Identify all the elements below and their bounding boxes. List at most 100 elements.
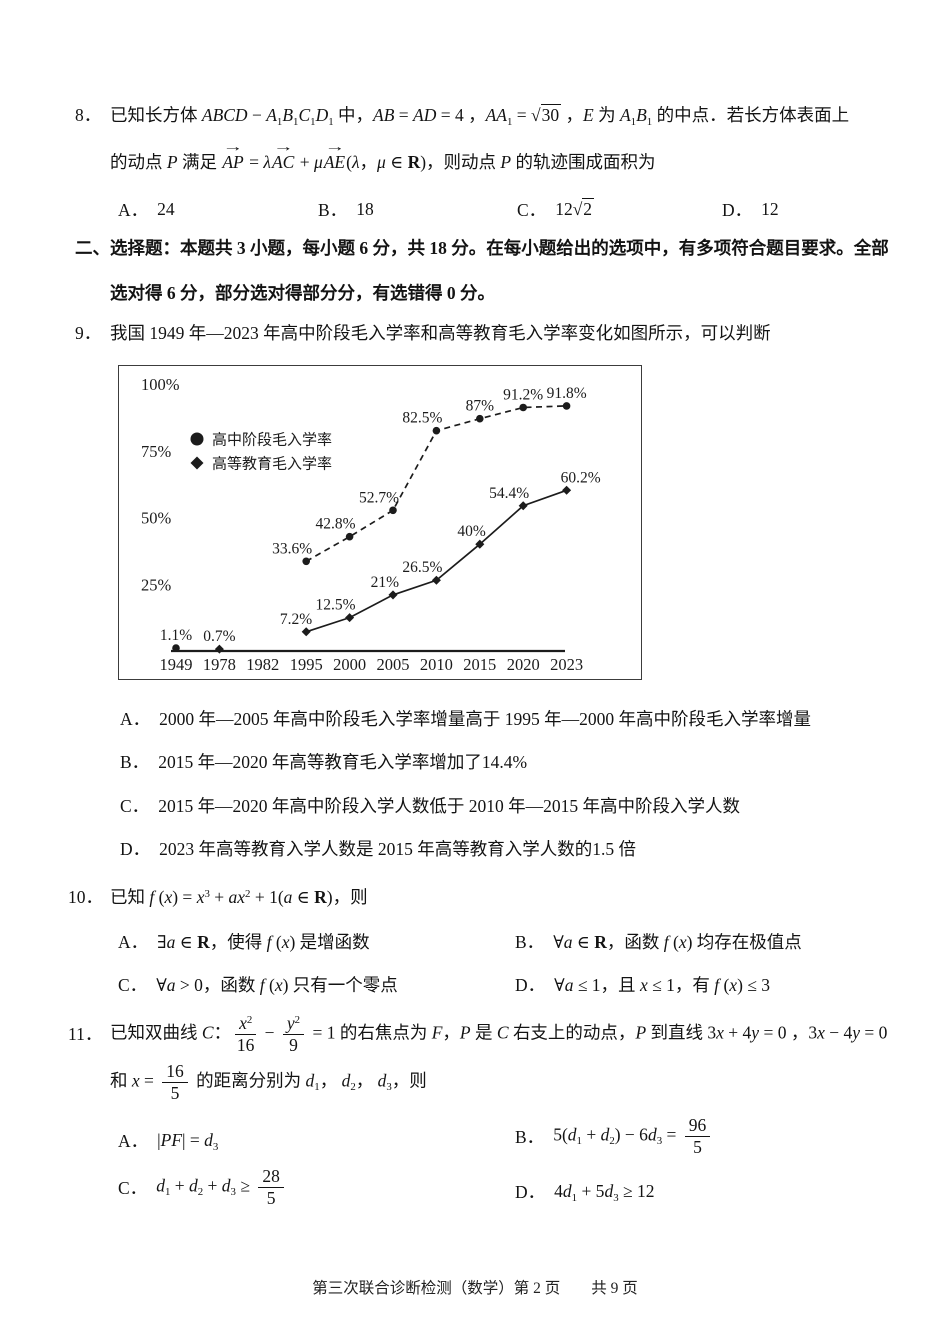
section2-line2: 选对得 6 分，部分选对得部分分，有选错得 0 分。 <box>110 283 495 303</box>
option-label: A． <box>118 200 149 220</box>
q8-line1-text: 已知长方体 ABCD − A1B1C1D1 中，AB = AD = 4 ，AA1… <box>110 104 850 128</box>
svg-text:1982: 1982 <box>246 655 279 674</box>
page-footer: 第三次联合诊断检测（数学）第 2 页 共 9 页 <box>312 1280 638 1297</box>
q11-option-a: A． |PF| = d3 <box>118 1128 218 1153</box>
option-text: 24 <box>157 199 175 219</box>
q9-stem: 9． 我国 1949 年—2023 年高中阶段毛入学率和高等教育毛入学率变化如图… <box>75 322 771 345</box>
svg-text:42.8%: 42.8% <box>316 516 356 533</box>
svg-text:7.2%: 7.2% <box>280 611 312 628</box>
q11-option-c: C． d1 + d2 + d3 ≥ 28 5 <box>118 1167 288 1208</box>
q8-line1: 8． 已知长方体 ABCD − A1B1C1D1 中，AB = AD = 4 ，… <box>75 104 849 127</box>
option-text: 2015 年—2020 年高等教育毛入学率增加了14.4% <box>158 752 528 772</box>
option-label: D． <box>722 200 753 220</box>
svg-text:60.2%: 60.2% <box>561 469 601 486</box>
svg-text:1949: 1949 <box>160 655 193 674</box>
option-text: d1 + d2 + d3 ≥ 28 5 <box>156 1167 288 1208</box>
svg-text:高等教育毛入学率: 高等教育毛入学率 <box>212 455 332 473</box>
option-text: ∀a > 0，函数 f (x) 只有一个零点 <box>156 975 398 995</box>
svg-text:2023: 2023 <box>550 655 583 674</box>
svg-text:1995: 1995 <box>290 655 323 674</box>
option-text: 4d1 + 5d3 ≥ 12 <box>554 1181 655 1204</box>
q8-option-b: B． 18 <box>318 197 374 222</box>
q11-stem-line2: 和 x = 16 5 的距离分别为 d1， d2， d3，则 <box>110 1061 427 1104</box>
option-label: A． <box>120 709 151 729</box>
svg-text:91.2%: 91.2% <box>503 386 543 403</box>
q10-number: 10． <box>68 887 103 907</box>
svg-text:2020: 2020 <box>507 655 540 674</box>
q8-option-c: C． 12√2 <box>517 197 595 222</box>
q9-option-d: D． 2023 年高等教育入学人数是 2015 年高等教育入学人数的1.5 倍 <box>120 836 636 861</box>
svg-text:12.5%: 12.5% <box>316 597 356 614</box>
q9-option-a: A． 2000 年—2005 年高中阶段毛入学率增量高于 1995 年—2000… <box>120 706 811 731</box>
option-label: C． <box>118 1177 148 1198</box>
svg-text:50%: 50% <box>141 509 172 528</box>
svg-text:54.4%: 54.4% <box>489 485 529 502</box>
q8-line2: 的动点 P 满足 AP = λAC + μAE(λ，μ ∈ R)，则动点 P 的… <box>110 151 655 174</box>
enrollment-chart: 25% 50% 75% 100% 1949 1978 1982 1995 2000 2005 201… <box>118 365 642 680</box>
svg-text:1.1%: 1.1% <box>160 627 192 644</box>
enrollment-chart-svg: 25% 50% 75% 100% 1949 1978 1982 1995 2000 2005 201… <box>141 375 601 674</box>
section2-line1: 二、选择题：本题共 3 小题，每小题 6 分，共 18 分。在每小题给出的选项中… <box>75 238 889 258</box>
svg-text:91.8%: 91.8% <box>547 385 587 402</box>
svg-text:87%: 87% <box>466 398 495 415</box>
option-text: ∀a ≤ 1，且 x ≤ 1，有 f (x) ≤ 3 <box>554 975 770 995</box>
svg-text:1978: 1978 <box>203 655 236 674</box>
svg-text:33.6%: 33.6% <box>272 540 312 557</box>
q8-option-a: A． 24 <box>118 197 175 222</box>
svg-text:2000: 2000 <box>333 655 366 674</box>
svg-text:40%: 40% <box>457 523 486 540</box>
q11-option-b: B． 5(d1 + d2) − 6d3 = 96 5 <box>515 1116 714 1157</box>
svg-text:2015: 2015 <box>463 655 496 674</box>
q9-number: 9． <box>75 323 102 343</box>
option-text: |PF| = d3 <box>157 1130 219 1153</box>
option-label: C． <box>517 200 547 220</box>
svg-text:52.7%: 52.7% <box>359 489 399 506</box>
option-label: B． <box>515 1126 545 1147</box>
option-text: 5(d1 + d2) − 6d3 = 96 5 <box>553 1116 714 1157</box>
option-label: C． <box>118 975 148 995</box>
q8-number: 8． <box>75 105 102 125</box>
svg-text:21%: 21% <box>371 574 400 591</box>
option-text: 2000 年—2005 年高中阶段毛入学率增量高于 1995 年—2000 年高… <box>159 709 812 729</box>
option-text: 12√2 <box>555 198 595 219</box>
svg-text:75%: 75% <box>141 442 172 461</box>
option-label: B． <box>120 752 150 772</box>
option-text: 18 <box>356 199 374 219</box>
option-text: 2023 年高等教育入学人数是 2015 年高等教育入学人数的1.5 倍 <box>159 839 637 859</box>
option-text: 2015 年—2020 年高中阶段入学人数低于 2010 年—2015 年高中阶… <box>158 796 741 816</box>
option-label: A． <box>118 1131 149 1151</box>
svg-text:2005: 2005 <box>377 655 410 674</box>
svg-text:25%: 25% <box>141 575 172 594</box>
option-label: C． <box>120 796 150 816</box>
option-text: ∀a ∈ R，函数 f (x) 均存在极值点 <box>553 932 802 952</box>
option-label: B． <box>318 200 348 220</box>
svg-text:0.7%: 0.7% <box>203 628 235 645</box>
q11-stem-line1: 11． 已知双曲线 C： x2 16 − y2 9 = 1 的右焦点为 F，P 是 C… <box>68 1014 887 1055</box>
option-label: D． <box>515 975 546 995</box>
q11-stem-line1-text: 已知双曲线 C： x2 16 − y2 9 = 1 的右焦点为 F，P 是 C 右支上… <box>110 1013 888 1056</box>
option-label: B． <box>515 932 545 952</box>
q10-stem: 10． 已知 f (x) = x3 + ax2 + 1(a ∈ R)，则 <box>68 886 368 909</box>
option-label: D． <box>515 1182 546 1202</box>
q10-option-c: C． ∀a > 0，函数 f (x) 只有一个零点 <box>118 972 398 997</box>
q11-option-d: D． 4d1 + 5d3 ≥ 12 <box>515 1179 654 1204</box>
q10-option-d: D． ∀a ≤ 1，且 x ≤ 1，有 f (x) ≤ 3 <box>515 972 770 997</box>
option-text: ∃a ∈ R，使得 f (x) 是增函数 <box>157 932 370 952</box>
svg-text:2010: 2010 <box>420 655 453 674</box>
svg-text:高中阶段毛入学率: 高中阶段毛入学率 <box>212 432 332 449</box>
option-text: 12 <box>761 199 779 219</box>
svg-text:82.5%: 82.5% <box>402 410 442 427</box>
option-label: A． <box>118 932 149 952</box>
q9-option-c: C． 2015 年—2020 年高中阶段入学人数低于 2010 年—2015 年… <box>120 793 740 818</box>
svg-text:100%: 100% <box>141 375 180 394</box>
q10-option-a: A． ∃a ∈ R，使得 f (x) 是增函数 <box>118 929 370 954</box>
q9-option-b: B． 2015 年—2020 年高等教育毛入学率增加了14.4% <box>120 749 527 774</box>
q11-number: 11． <box>68 1024 103 1044</box>
svg-text:26.5%: 26.5% <box>402 559 442 576</box>
q10-option-b: B． ∀a ∈ R，函数 f (x) 均存在极值点 <box>515 929 802 954</box>
q10-stem-text: 已知 f (x) = x3 + ax2 + 1(a ∈ R)，则 <box>110 887 368 907</box>
option-label: D． <box>120 839 151 859</box>
q8-option-d: D． 12 <box>722 197 779 222</box>
q9-stem-text: 我国 1949 年—2023 年高中阶段毛入学率和高等教育毛入学率变化如图所示，… <box>110 323 771 343</box>
